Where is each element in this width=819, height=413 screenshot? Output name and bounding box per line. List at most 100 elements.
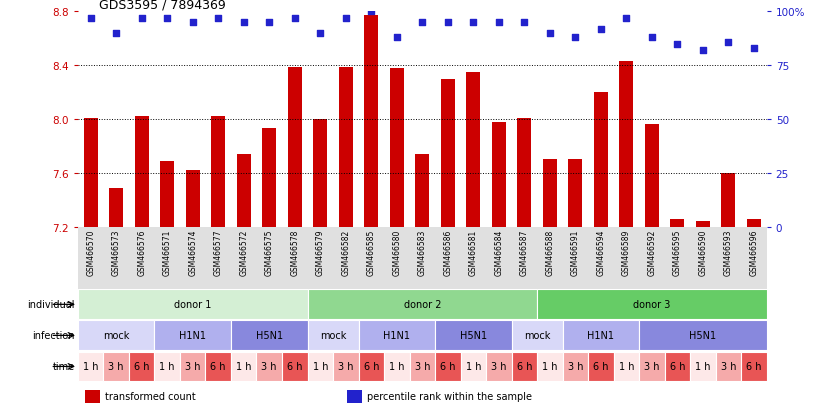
Text: GSM466577: GSM466577 — [214, 229, 223, 275]
Text: mock: mock — [523, 330, 550, 341]
Bar — [435, 320, 511, 350]
Text: individual: individual — [27, 299, 75, 310]
Bar — [664, 352, 690, 382]
Point — [491, 20, 505, 26]
Text: 1 h: 1 h — [312, 361, 328, 372]
Bar — [154, 320, 231, 350]
Bar — [414, 155, 429, 227]
Point — [543, 31, 556, 37]
Bar — [307, 352, 333, 382]
Text: GSM466585: GSM466585 — [366, 229, 375, 275]
Text: 3 h: 3 h — [108, 361, 124, 372]
Point — [314, 31, 327, 37]
Point — [110, 31, 123, 37]
Text: transformed count: transformed count — [106, 392, 196, 401]
Bar — [721, 173, 735, 227]
Text: GSM466573: GSM466573 — [111, 229, 120, 275]
Text: 3 h: 3 h — [720, 361, 735, 372]
Bar — [307, 320, 358, 350]
Text: donor 2: donor 2 — [403, 299, 441, 310]
Text: GSM466571: GSM466571 — [162, 229, 171, 275]
Bar — [383, 352, 409, 382]
Bar — [78, 352, 103, 382]
Bar — [593, 93, 607, 227]
Bar — [542, 160, 556, 227]
Bar — [84, 390, 100, 403]
Text: GSM466578: GSM466578 — [290, 229, 299, 275]
Text: GSM466587: GSM466587 — [519, 229, 528, 275]
Bar — [346, 390, 361, 403]
Bar — [333, 352, 358, 382]
Text: GSM466588: GSM466588 — [545, 229, 554, 275]
Text: GSM466582: GSM466582 — [341, 229, 350, 275]
Text: mock: mock — [103, 330, 129, 341]
Point — [339, 16, 352, 22]
Text: GSM466593: GSM466593 — [723, 229, 732, 275]
Bar — [466, 73, 480, 227]
Text: GDS3595 / 7894369: GDS3595 / 7894369 — [98, 0, 225, 11]
Text: percentile rank within the sample: percentile rank within the sample — [367, 392, 532, 401]
Text: 3 h: 3 h — [261, 361, 277, 372]
Text: 3 h: 3 h — [491, 361, 506, 372]
Point — [441, 20, 454, 26]
Text: 6 h: 6 h — [363, 361, 378, 372]
Bar — [389, 69, 403, 227]
Bar — [109, 188, 123, 227]
Text: donor 1: donor 1 — [174, 299, 211, 310]
Bar — [160, 161, 174, 227]
Bar — [638, 352, 664, 382]
Bar — [644, 125, 658, 227]
Bar — [536, 290, 766, 320]
Text: GSM466589: GSM466589 — [621, 229, 630, 275]
Bar — [358, 320, 435, 350]
Text: H1N1: H1N1 — [586, 330, 613, 341]
Point — [390, 35, 403, 41]
Bar — [690, 352, 715, 382]
Point — [670, 41, 683, 48]
Text: H1N1: H1N1 — [179, 330, 206, 341]
Bar — [568, 160, 581, 227]
Bar — [237, 155, 251, 227]
Bar — [715, 352, 740, 382]
Point — [287, 16, 301, 22]
Bar — [695, 222, 709, 227]
Point — [211, 16, 224, 22]
Point — [415, 20, 428, 26]
Bar — [313, 120, 327, 227]
Text: 3 h: 3 h — [567, 361, 582, 372]
Text: GSM466592: GSM466592 — [647, 229, 655, 275]
Text: 6 h: 6 h — [516, 361, 532, 372]
Point — [721, 39, 734, 46]
Bar — [134, 117, 148, 227]
Bar — [103, 352, 129, 382]
Bar — [262, 129, 276, 227]
Text: GSM466594: GSM466594 — [595, 229, 604, 275]
Text: 3 h: 3 h — [414, 361, 429, 372]
Text: GSM466576: GSM466576 — [137, 229, 146, 275]
Text: GSM466586: GSM466586 — [443, 229, 452, 275]
Text: 6 h: 6 h — [210, 361, 226, 372]
Text: GSM466570: GSM466570 — [86, 229, 95, 275]
Bar — [618, 62, 632, 227]
Text: 3 h: 3 h — [644, 361, 658, 372]
Text: donor 3: donor 3 — [632, 299, 670, 310]
Text: 1 h: 1 h — [159, 361, 174, 372]
Bar — [486, 352, 511, 382]
Text: GSM466584: GSM466584 — [494, 229, 503, 275]
Bar — [154, 352, 179, 382]
Text: mock: mock — [319, 330, 346, 341]
Bar — [587, 352, 613, 382]
Text: 1 h: 1 h — [236, 361, 251, 372]
Text: 3 h: 3 h — [185, 361, 200, 372]
Text: H5N1: H5N1 — [459, 330, 486, 341]
Bar — [670, 219, 684, 227]
Text: 3 h: 3 h — [337, 361, 353, 372]
Text: 1 h: 1 h — [388, 361, 404, 372]
Text: 1 h: 1 h — [541, 361, 557, 372]
Bar — [740, 352, 766, 382]
Point — [746, 45, 759, 52]
Bar — [491, 123, 505, 227]
Bar — [511, 320, 562, 350]
Text: infection: infection — [32, 330, 75, 341]
Text: 1 h: 1 h — [695, 361, 710, 372]
